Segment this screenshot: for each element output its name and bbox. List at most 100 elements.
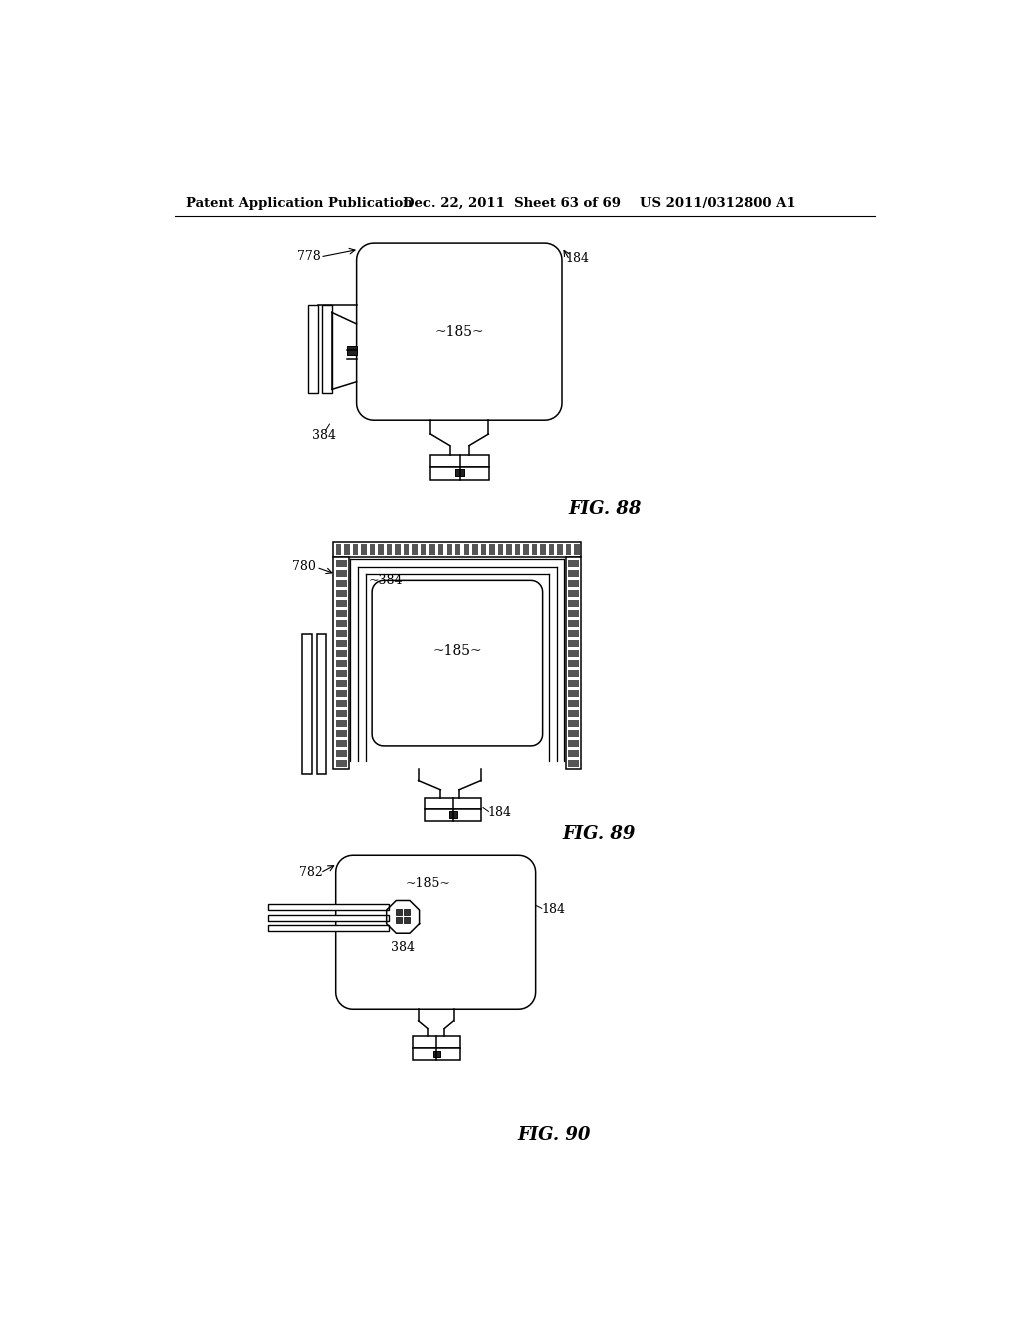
Text: 782: 782 bbox=[299, 866, 323, 879]
Text: FIG. 90: FIG. 90 bbox=[517, 1126, 591, 1143]
Text: 780: 780 bbox=[292, 560, 316, 573]
Bar bbox=[568, 669, 579, 677]
Bar bbox=[352, 544, 358, 554]
Bar bbox=[568, 680, 579, 686]
Bar bbox=[336, 579, 346, 586]
Bar bbox=[336, 750, 346, 756]
Bar bbox=[317, 635, 327, 775]
Bar bbox=[568, 719, 579, 726]
Bar bbox=[336, 710, 346, 717]
Bar bbox=[557, 544, 563, 554]
Bar bbox=[568, 660, 579, 667]
Bar bbox=[506, 544, 512, 554]
Bar bbox=[336, 719, 346, 726]
Bar bbox=[430, 467, 489, 480]
Bar bbox=[336, 660, 346, 667]
Bar bbox=[336, 690, 346, 697]
Bar bbox=[566, 557, 582, 770]
Text: ~185~: ~185~ bbox=[406, 878, 451, 890]
Bar bbox=[568, 700, 579, 706]
Bar bbox=[336, 649, 346, 656]
Text: 184: 184 bbox=[566, 252, 590, 265]
Text: FIG. 89: FIG. 89 bbox=[562, 825, 635, 843]
Bar bbox=[267, 925, 389, 932]
Bar bbox=[568, 590, 579, 597]
Bar bbox=[523, 544, 528, 554]
Bar bbox=[574, 544, 580, 554]
Bar bbox=[336, 630, 346, 636]
Bar bbox=[336, 760, 346, 767]
Text: FIG. 88: FIG. 88 bbox=[568, 500, 642, 517]
Bar bbox=[302, 635, 311, 775]
Bar bbox=[336, 640, 346, 647]
Bar bbox=[336, 619, 346, 627]
Bar bbox=[489, 544, 495, 554]
Bar bbox=[413, 544, 418, 554]
Bar bbox=[403, 917, 410, 923]
Bar bbox=[568, 619, 579, 627]
Text: US 2011/0312800 A1: US 2011/0312800 A1 bbox=[640, 197, 795, 210]
Bar bbox=[396, 917, 402, 923]
Bar bbox=[425, 809, 480, 821]
Bar bbox=[568, 750, 579, 756]
Bar bbox=[396, 909, 402, 915]
Bar bbox=[568, 579, 579, 586]
Bar bbox=[395, 544, 400, 554]
Bar bbox=[336, 680, 346, 686]
Bar bbox=[568, 610, 579, 616]
Bar bbox=[515, 544, 520, 554]
Bar bbox=[336, 610, 346, 616]
Bar bbox=[541, 544, 546, 554]
Text: ~185~: ~185~ bbox=[432, 644, 482, 659]
Bar bbox=[498, 544, 503, 554]
Text: 778: 778 bbox=[297, 251, 321, 264]
Bar bbox=[449, 812, 458, 818]
Bar bbox=[361, 544, 367, 554]
Bar bbox=[438, 544, 443, 554]
Bar bbox=[566, 544, 571, 554]
Bar bbox=[336, 669, 346, 677]
Bar bbox=[568, 560, 579, 566]
Bar bbox=[267, 915, 389, 921]
Text: Patent Application Publication: Patent Application Publication bbox=[186, 197, 413, 210]
Bar bbox=[568, 649, 579, 656]
Bar bbox=[336, 590, 346, 597]
Bar bbox=[446, 544, 452, 554]
Bar bbox=[403, 544, 410, 554]
Bar bbox=[568, 570, 579, 577]
Bar bbox=[568, 710, 579, 717]
Bar bbox=[568, 690, 579, 697]
Bar bbox=[568, 760, 579, 767]
Text: ~384: ~384 bbox=[369, 574, 402, 587]
Bar bbox=[531, 544, 538, 554]
Bar bbox=[472, 544, 477, 554]
Bar bbox=[334, 541, 582, 557]
Bar bbox=[568, 630, 579, 636]
Bar bbox=[430, 455, 489, 467]
Bar bbox=[403, 909, 410, 915]
Bar bbox=[336, 739, 346, 747]
Bar bbox=[308, 305, 317, 393]
Bar bbox=[370, 544, 375, 554]
Bar bbox=[568, 730, 579, 737]
Text: Dec. 22, 2011  Sheet 63 of 69: Dec. 22, 2011 Sheet 63 of 69 bbox=[403, 197, 622, 210]
Text: 384: 384 bbox=[391, 941, 415, 954]
Bar bbox=[464, 544, 469, 554]
Bar bbox=[336, 560, 346, 566]
Bar bbox=[378, 544, 384, 554]
Bar bbox=[429, 544, 435, 554]
Bar bbox=[336, 700, 346, 706]
Bar bbox=[568, 739, 579, 747]
Bar bbox=[421, 544, 426, 554]
Text: 184: 184 bbox=[487, 807, 512, 820]
Bar bbox=[347, 346, 356, 355]
Bar bbox=[336, 730, 346, 737]
Bar bbox=[432, 1051, 440, 1057]
Text: 184: 184 bbox=[541, 903, 565, 916]
Bar bbox=[267, 904, 389, 909]
Bar bbox=[336, 570, 346, 577]
Bar bbox=[568, 599, 579, 607]
Bar bbox=[414, 1048, 460, 1060]
Bar bbox=[387, 544, 392, 554]
Bar bbox=[344, 544, 349, 554]
